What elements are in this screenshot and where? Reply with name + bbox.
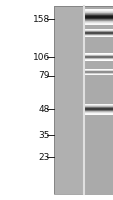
Bar bbox=[85, 15, 113, 16]
Text: 23: 23 bbox=[38, 152, 50, 162]
Bar bbox=[85, 23, 113, 24]
Bar bbox=[85, 19, 113, 20]
Bar bbox=[85, 14, 113, 15]
Bar bbox=[85, 107, 113, 108]
Text: 158: 158 bbox=[33, 15, 50, 23]
Bar bbox=[85, 21, 113, 22]
Bar bbox=[85, 17, 113, 18]
Text: 35: 35 bbox=[38, 130, 50, 140]
Bar bbox=[85, 10, 113, 11]
Bar bbox=[85, 24, 113, 25]
Bar bbox=[83, 6, 113, 194]
Bar bbox=[85, 105, 113, 106]
Bar bbox=[85, 16, 113, 17]
Text: 79: 79 bbox=[38, 72, 50, 80]
Bar bbox=[54, 6, 83, 194]
Bar bbox=[85, 108, 113, 109]
Bar bbox=[85, 106, 113, 107]
Text: 48: 48 bbox=[38, 104, 50, 114]
Bar bbox=[85, 104, 113, 105]
Bar bbox=[85, 22, 113, 23]
Bar bbox=[85, 109, 113, 110]
Text: 106: 106 bbox=[33, 52, 50, 62]
Bar bbox=[85, 112, 113, 113]
Bar bbox=[85, 12, 113, 13]
Bar bbox=[85, 9, 113, 10]
Bar bbox=[85, 111, 113, 112]
Bar bbox=[85, 18, 113, 19]
Bar bbox=[85, 13, 113, 14]
Bar bbox=[85, 113, 113, 114]
Bar bbox=[85, 20, 113, 21]
Bar bbox=[85, 11, 113, 12]
Bar bbox=[85, 110, 113, 111]
Bar bbox=[54, 6, 113, 194]
